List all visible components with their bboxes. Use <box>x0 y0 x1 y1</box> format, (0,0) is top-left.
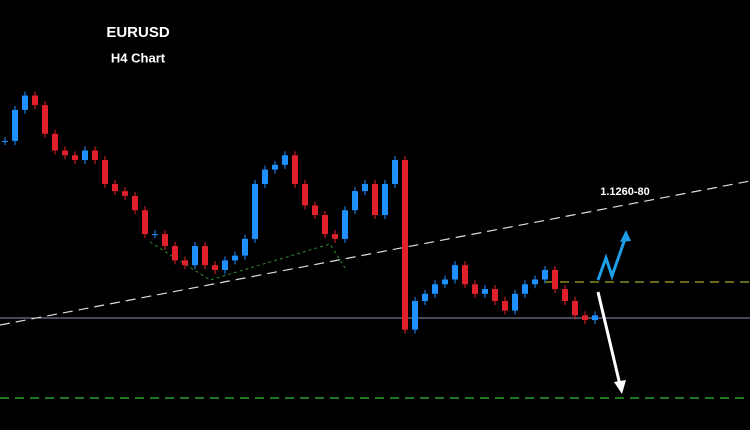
candle <box>182 260 188 266</box>
candle <box>502 301 508 311</box>
candle <box>52 133 58 151</box>
candle <box>72 155 78 161</box>
candle <box>312 205 318 215</box>
candle <box>352 191 358 211</box>
candle <box>272 164 278 170</box>
candle <box>82 150 88 161</box>
candle <box>462 265 468 285</box>
candle <box>582 315 588 321</box>
candle <box>442 279 448 285</box>
candle <box>392 160 398 184</box>
candle <box>42 105 48 134</box>
candle <box>552 269 558 290</box>
candle <box>252 183 258 239</box>
candle <box>132 195 138 211</box>
candle <box>122 191 128 196</box>
candle <box>92 150 98 161</box>
candle <box>242 238 248 256</box>
candle <box>422 293 428 301</box>
candle <box>482 289 488 294</box>
candle <box>12 109 18 141</box>
candle <box>232 255 238 261</box>
candle <box>362 183 368 192</box>
bullish-arrow-head <box>620 230 631 242</box>
candle <box>192 246 198 266</box>
candle <box>342 210 348 239</box>
candle <box>522 284 528 294</box>
candle <box>202 246 208 266</box>
candle <box>112 183 118 192</box>
candle <box>292 155 298 184</box>
candle <box>402 160 408 330</box>
bullish-arrow <box>596 235 628 281</box>
candle <box>22 95 28 110</box>
candle <box>562 289 568 301</box>
chart-subtitle: H4 Chart <box>111 50 166 65</box>
candle <box>62 150 68 156</box>
pattern-line <box>149 241 346 281</box>
candle <box>262 169 268 184</box>
candle <box>212 265 218 270</box>
candle <box>412 301 418 330</box>
candle <box>592 315 598 321</box>
candle <box>32 95 38 106</box>
candle <box>302 183 308 206</box>
candle <box>512 293 518 311</box>
candle <box>102 160 108 184</box>
candle <box>382 183 388 215</box>
candle <box>572 301 578 316</box>
level-label: 1.1260-80 <box>600 186 650 198</box>
candle <box>452 265 458 280</box>
candle <box>222 260 228 270</box>
candle <box>142 210 148 235</box>
candle <box>532 279 538 285</box>
candle <box>162 234 168 247</box>
candle <box>332 234 338 239</box>
candle <box>172 246 178 261</box>
candle <box>282 155 288 165</box>
candle <box>432 284 438 294</box>
candle <box>472 284 478 294</box>
chart-title: EURUSD <box>106 24 170 41</box>
candle <box>372 183 378 215</box>
candle <box>2 140 8 142</box>
bearish-arrow <box>596 291 622 386</box>
candle <box>492 289 498 301</box>
bearish-arrow-head <box>614 380 626 394</box>
candle <box>542 269 548 280</box>
candle <box>152 234 158 236</box>
candle <box>322 215 328 235</box>
